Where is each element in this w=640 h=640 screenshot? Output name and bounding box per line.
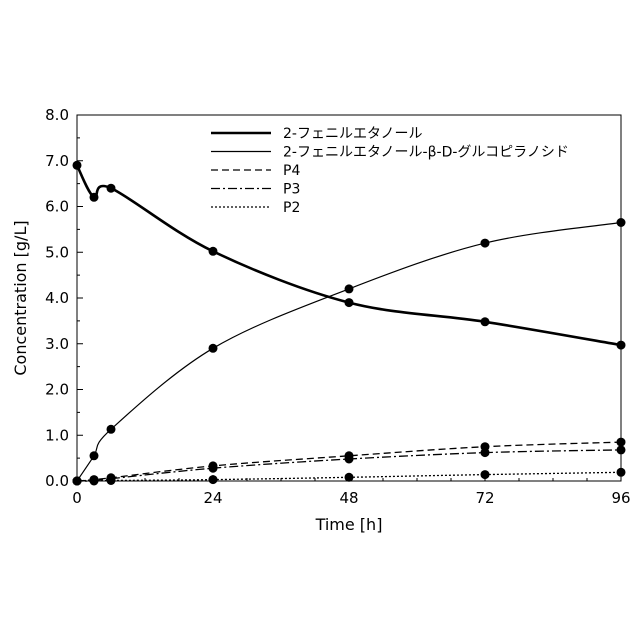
data-point [345, 284, 354, 293]
series-layer [73, 161, 626, 486]
legend-label: 2-フェニルエタノール [283, 126, 423, 142]
data-point [617, 468, 626, 477]
y-tick-label: 6.0 [45, 198, 69, 216]
legend-label: P2 [283, 200, 300, 216]
series-line [77, 165, 621, 345]
y-tick-label: 5.0 [45, 243, 69, 261]
data-point [107, 473, 116, 482]
series-1 [73, 161, 626, 350]
data-point [73, 161, 82, 170]
y-tick-label: 1.0 [45, 426, 69, 444]
series-line [77, 223, 621, 482]
data-point [209, 247, 218, 256]
data-point [209, 461, 218, 470]
x-axis-title: Time [h] [315, 515, 383, 534]
series-5 [73, 468, 626, 486]
data-point [345, 451, 354, 460]
data-point [73, 477, 82, 486]
data-point [481, 442, 490, 451]
series-2 [73, 218, 626, 486]
data-point [209, 344, 218, 353]
x-tick-label: 72 [475, 489, 494, 507]
data-point [90, 451, 99, 460]
y-tick-label: 3.0 [45, 335, 69, 353]
data-point [617, 341, 626, 350]
y-tick-label: 8.0 [45, 106, 69, 124]
data-point [617, 438, 626, 447]
y-tick-label: 7.0 [45, 152, 69, 170]
plot-area [77, 115, 621, 481]
data-point [107, 425, 116, 434]
data-point [209, 475, 218, 484]
y-tick-label: 2.0 [45, 381, 69, 399]
data-point [345, 298, 354, 307]
data-point [617, 445, 626, 454]
data-point [481, 470, 490, 479]
data-point [481, 317, 490, 326]
x-tick-label: 48 [339, 489, 358, 507]
legend-label: 2-フェニルエタノール-β-D-グルコピラノシド [283, 145, 569, 161]
data-point [107, 184, 116, 193]
y-tick-label: 0.0 [45, 472, 69, 490]
y-axis-title: Concentration [g/L] [11, 220, 30, 375]
x-tick-label: 0 [72, 489, 82, 507]
data-point [481, 239, 490, 248]
legend: 2-フェニルエタノール 2-フェニルエタノール-β-D-グルコピラノシド P4 P3 P… [211, 126, 569, 216]
data-point [90, 193, 99, 202]
data-point [90, 475, 99, 484]
x-tick-label: 24 [203, 489, 222, 507]
data-point [617, 218, 626, 227]
y-tick-label: 4.0 [45, 289, 69, 307]
x-tick-label: 96 [611, 489, 630, 507]
data-point [345, 473, 354, 482]
legend-label: P3 [283, 182, 300, 198]
legend-label: P4 [283, 163, 300, 179]
